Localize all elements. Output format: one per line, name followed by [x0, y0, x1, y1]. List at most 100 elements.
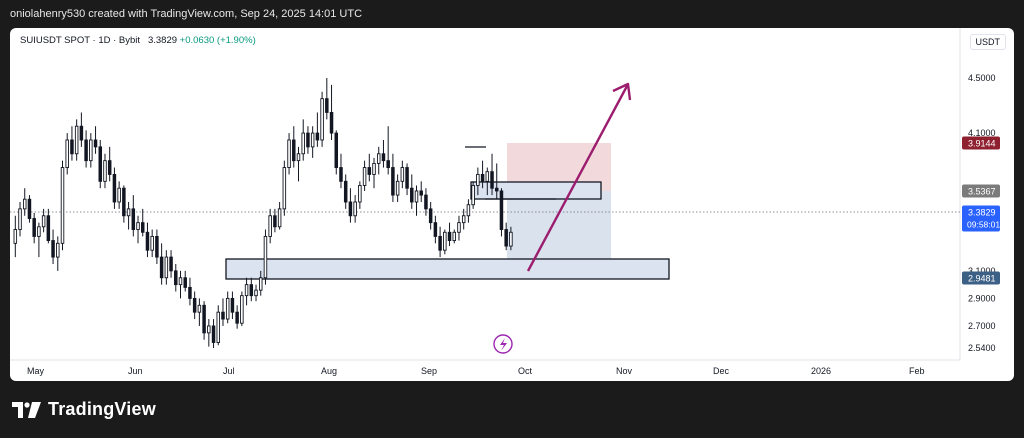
price-tick-label: 2.7000: [968, 321, 996, 331]
candle-up: [65, 139, 69, 168]
candle-up: [207, 325, 211, 334]
candle-down: [348, 201, 353, 217]
candle-up: [150, 235, 154, 251]
candle-down: [410, 187, 414, 203]
candle-up: [296, 153, 301, 162]
candle-up: [254, 289, 258, 297]
candle-down: [98, 146, 103, 182]
candle-up: [263, 235, 268, 279]
candle-down: [367, 167, 372, 175]
candle-up: [41, 215, 46, 228]
candle-up: [358, 184, 362, 203]
candle-up: [353, 201, 357, 217]
candle-down: [159, 256, 164, 279]
legend-last: 3.3829: [147, 35, 178, 46]
candle-down: [438, 235, 442, 251]
candle-down: [433, 222, 438, 237]
time-tick-label: Sep: [421, 366, 437, 376]
bar-countdown-label: 09:58:01: [967, 220, 1000, 230]
candlestick-chart[interactable]: 4.50004.10003.70003.10002.90002.70002.54…: [10, 28, 1014, 381]
candle-down: [490, 171, 494, 189]
candle-down: [315, 132, 320, 141]
candle-up: [136, 222, 140, 230]
credit-text: oniolahenry530 created with TradingView.…: [10, 8, 363, 20]
candle-up: [56, 242, 60, 258]
candle-down: [494, 187, 499, 192]
time-axis[interactable]: May Jun Jul Aug Sep Oct Nov Dec 2026 Feb: [27, 366, 925, 376]
time-tick-label: Oct: [518, 366, 533, 376]
candle-down: [273, 215, 277, 228]
credit-bar: oniolahenry530 created with TradingView.…: [0, 0, 1024, 28]
time-tick-label: Feb: [909, 366, 925, 376]
brand[interactable]: TradingView: [12, 399, 156, 420]
candle-down: [155, 235, 159, 258]
candle-down: [112, 173, 117, 203]
candle-up: [362, 167, 367, 186]
candle-up: [485, 171, 490, 182]
candle-up: [395, 180, 400, 196]
candle-up: [37, 226, 41, 237]
candle-down: [325, 98, 329, 113]
candle-down: [122, 187, 126, 217]
candle-down: [145, 231, 150, 251]
candle-down: [343, 180, 348, 203]
candle-up: [13, 229, 18, 244]
time-tick-label: Jun: [128, 366, 143, 376]
candle-up: [509, 231, 513, 247]
candle-up: [443, 231, 447, 251]
candle-up: [225, 297, 230, 320]
time-tick-label: Jul: [223, 366, 235, 376]
candle-down: [46, 215, 51, 242]
candle-down: [499, 190, 504, 230]
candle-down: [230, 297, 235, 313]
candle-down: [93, 139, 98, 148]
time-tick-label: 2026: [811, 366, 831, 376]
projection-arrow: [526, 85, 629, 272]
candle-up: [240, 295, 244, 324]
candle-down: [447, 231, 452, 242]
candle-down: [27, 198, 32, 219]
candle-up: [376, 153, 381, 164]
time-tick-label: May: [27, 366, 45, 376]
legend-symbol[interactable]: SUIUSDT SPOT: [20, 35, 90, 46]
candle-down: [84, 139, 88, 162]
legend-change: +0.0630 (+1.90%): [179, 35, 256, 46]
legend-exchange: Bybit: [118, 35, 141, 46]
price-labels: 3.9144 3.5367 3.3829 09:58:01 2.9481: [962, 136, 1000, 285]
symbol-legend: SUIUSDT SPOT · 1D · Bybit 3.3829 +0.0630…: [20, 35, 256, 46]
last-price-label-bg: [962, 205, 1000, 232]
currency-button[interactable]: USDT: [969, 34, 1006, 50]
candle-up: [400, 167, 405, 182]
candle-down: [174, 270, 178, 286]
candle-down: [188, 286, 192, 299]
candle-up: [89, 139, 93, 162]
candle-down: [211, 325, 216, 343]
candle-down: [405, 167, 409, 189]
candle-up: [287, 139, 291, 168]
candle-up: [282, 167, 287, 210]
chart-panel[interactable]: SUIUSDT SPOT · 1D · Bybit 3.3829 +0.0630…: [10, 28, 1014, 381]
candle-up: [452, 231, 457, 242]
candle-up: [476, 173, 480, 186]
candle-down: [221, 311, 225, 320]
candle-up: [18, 208, 22, 230]
candle-down: [79, 125, 84, 141]
price-tick-label: 2.9000: [968, 293, 996, 303]
price-tick-label: 3.1000: [968, 266, 996, 276]
price-tick-label: 4.1000: [968, 128, 996, 138]
candle-down: [428, 208, 433, 224]
last-price-label: 3.3829: [968, 208, 996, 218]
candle-down: [32, 218, 36, 237]
candle-down: [424, 194, 428, 210]
candle-down: [334, 132, 339, 168]
candle-down: [131, 208, 136, 230]
candle-down: [140, 222, 145, 233]
stop-price-label-bg: [962, 136, 1000, 150]
target-price-label: 2.9481: [968, 274, 996, 284]
candle-down: [306, 132, 310, 148]
candle-down: [70, 139, 74, 155]
candle-up: [197, 304, 202, 313]
candle-up: [74, 125, 79, 155]
legend-interval[interactable]: 1D: [98, 35, 111, 46]
candle-up: [126, 208, 131, 217]
